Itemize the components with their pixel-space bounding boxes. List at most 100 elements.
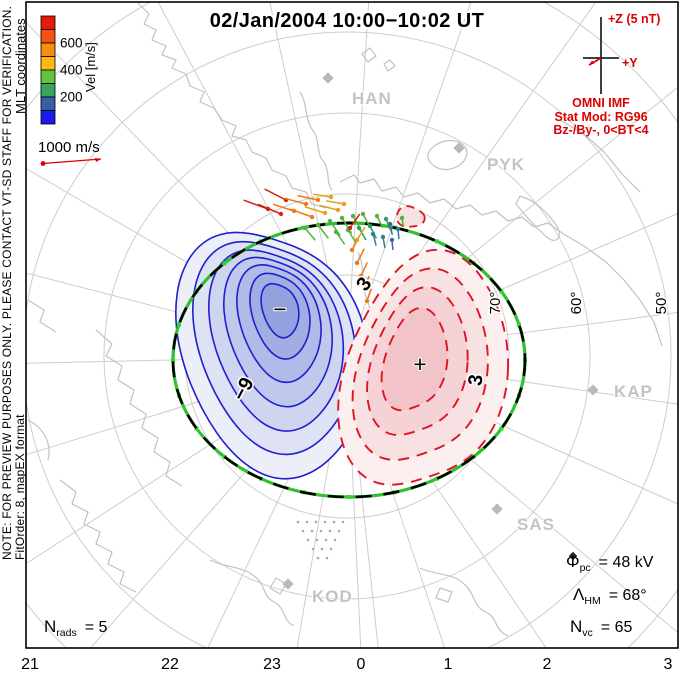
colorbar-segment bbox=[40, 83, 56, 98]
stipple-dot bbox=[324, 538, 328, 542]
latitude-label: 70° bbox=[487, 292, 504, 315]
coastline-path bbox=[515, 195, 560, 241]
latitude-label: 50° bbox=[653, 292, 670, 315]
velocity-vector-dot bbox=[327, 218, 333, 224]
stipple-dot bbox=[306, 538, 310, 542]
ground-scatter-stipple bbox=[296, 520, 345, 560]
velocity-vector-dot bbox=[383, 216, 389, 222]
radar-station-label-han: HAN bbox=[352, 89, 392, 108]
coastline-path bbox=[95, 329, 183, 487]
n-vectors-stat: Nvc = 65 bbox=[570, 617, 632, 639]
velocity-vector-dot bbox=[333, 229, 339, 235]
colorbar-segment bbox=[40, 96, 56, 111]
velocity-vector-tail bbox=[326, 200, 345, 205]
velocity-vector-dot bbox=[328, 194, 334, 200]
velocity-colorbar: Vel [m/s] 600 400 200 bbox=[40, 15, 98, 125]
velocity-vector-dot bbox=[350, 213, 356, 219]
site-marker bbox=[568, 551, 578, 561]
colorbar-tick-label: 600 bbox=[60, 36, 83, 51]
velocity-vector-tail bbox=[363, 275, 370, 290]
velocity-vector-dot bbox=[399, 215, 405, 221]
mlt-meridian-line bbox=[346, 2, 370, 357]
stipple-dot bbox=[305, 520, 309, 524]
colorbar-tick-label: 200 bbox=[60, 90, 83, 105]
velocity-vector-dot bbox=[364, 298, 370, 304]
velocity-vector-dot bbox=[389, 237, 395, 243]
stipple-dot bbox=[319, 529, 323, 533]
velocity-vector-tail bbox=[360, 262, 369, 277]
velocity-vector-tail bbox=[284, 197, 307, 205]
colorbar-segment bbox=[40, 56, 56, 71]
mlt-axis-label: 0 bbox=[357, 656, 366, 673]
coastline-path bbox=[59, 479, 137, 593]
hm-boundary-dot bbox=[222, 261, 227, 266]
cross-polar-cap-potential-stat: Φpc = 48 kV bbox=[566, 552, 654, 574]
velocity-vector-tail bbox=[358, 227, 367, 241]
velocity-vector-tail bbox=[257, 203, 282, 215]
velocity-vector-tail bbox=[264, 188, 287, 201]
velocity-vector-dot bbox=[380, 234, 386, 240]
stipple-dot bbox=[320, 547, 324, 551]
colorbar-tick-label: 400 bbox=[60, 63, 83, 78]
velocity-vector-dot bbox=[339, 215, 345, 221]
imf-model-label: Stat Mod: RG96 bbox=[554, 110, 647, 124]
vector-scale-arrowhead bbox=[95, 158, 101, 162]
latitude-circle bbox=[26, 31, 672, 648]
velocity-vector-dot bbox=[361, 286, 367, 292]
stipple-dot bbox=[296, 520, 300, 524]
velocity-vector-dot bbox=[360, 211, 366, 217]
velocity-vector-dot bbox=[370, 231, 376, 237]
positive-potential-contour-fragment bbox=[395, 205, 426, 228]
mlt-axis-label: 21 bbox=[21, 656, 39, 673]
hm-boundary-dot bbox=[435, 239, 439, 244]
stipple-dot bbox=[316, 556, 320, 560]
stipple-dot bbox=[311, 547, 315, 551]
coastline-path bbox=[383, 59, 396, 72]
velocity-vector-tail bbox=[313, 193, 332, 198]
vector-scale-arrow bbox=[42, 158, 102, 165]
mlt-axis-labels: 21 22 23 0 1 2 3 bbox=[21, 656, 672, 673]
stipple-dot bbox=[337, 529, 341, 533]
velocity-vector-dot bbox=[335, 207, 341, 213]
velocity-vector-dot bbox=[358, 273, 364, 279]
radar-station-marker-han bbox=[322, 72, 334, 84]
radar-station-marker-sas bbox=[491, 503, 503, 515]
latitude-circle bbox=[103, 112, 591, 600]
colorbar-segment bbox=[40, 69, 56, 84]
imf-vector-arrowhead bbox=[589, 60, 595, 65]
hm-boundary-dot bbox=[517, 322, 522, 327]
coastline-path bbox=[339, 174, 663, 347]
verification-note: NOTE: FOR PREVIEW PURPOSES ONLY. PLEASE … bbox=[0, 6, 14, 560]
stipple-dot bbox=[329, 547, 333, 551]
hm-boundary-dot bbox=[435, 476, 439, 481]
stipple-dot bbox=[315, 538, 319, 542]
velocity-vector-tail bbox=[319, 204, 339, 211]
velocity-vector-dot bbox=[309, 214, 315, 220]
negative-potential-contour bbox=[260, 282, 300, 339]
mlt-meridian-line bbox=[346, 2, 472, 357]
coastline-path bbox=[299, 91, 333, 191]
velocity-vector-dot bbox=[367, 223, 373, 229]
velocity-vector-tail bbox=[290, 208, 313, 218]
positive-contour-value-label: 3 bbox=[464, 373, 487, 387]
velocity-vector-dot bbox=[354, 260, 360, 266]
velocity-vector-dot bbox=[349, 247, 355, 253]
hm-latitude-stat: ΛHM = 68° bbox=[573, 585, 647, 607]
coastline-path bbox=[269, 577, 287, 595]
coastlines bbox=[27, 2, 663, 637]
positive-potential-contour bbox=[380, 306, 449, 412]
radar-station-marker-kap bbox=[587, 384, 599, 396]
imf-z-label: +Z (5 nT) bbox=[608, 12, 660, 26]
coastline-path bbox=[137, 2, 327, 209]
mlt-axis-label: 22 bbox=[161, 656, 179, 673]
plot-title: 02/Jan/2004 10:00−10:02 UT bbox=[210, 10, 484, 32]
colorbar-segment bbox=[40, 15, 56, 30]
hm-boundary-dot bbox=[499, 289, 504, 294]
mlt-axis-label: 3 bbox=[664, 656, 673, 673]
stipple-dot bbox=[341, 520, 345, 524]
hm-boundary-dot bbox=[176, 322, 181, 327]
velocity-vector-dot bbox=[303, 201, 309, 207]
imf-y-label: +Y bbox=[622, 56, 638, 70]
